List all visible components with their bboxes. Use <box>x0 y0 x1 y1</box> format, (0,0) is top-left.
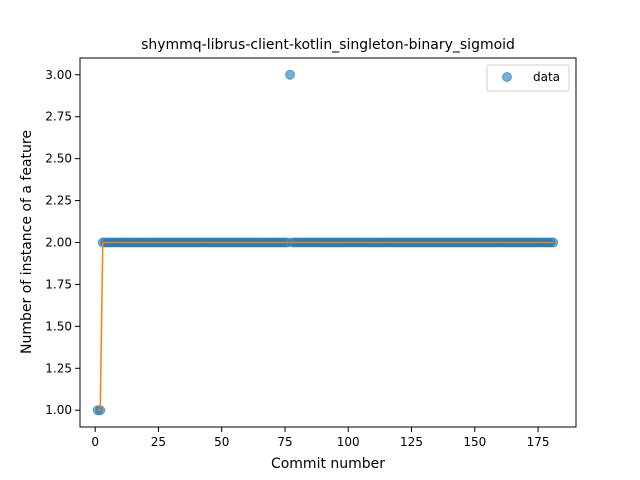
y-tick-label: 1.75 <box>45 277 72 291</box>
x-tick-label: 175 <box>527 435 550 449</box>
legend-marker-data <box>502 72 512 82</box>
data-layer <box>92 69 559 416</box>
fit-line <box>97 241 554 411</box>
y-tick-label: 1.50 <box>45 319 72 333</box>
y-tick-label: 2.25 <box>45 194 72 208</box>
legend-box <box>486 64 570 92</box>
data-point <box>285 69 296 80</box>
chart-title: shymmq-librus-client-kotlin_singleton-bi… <box>141 37 515 53</box>
y-tick-label: 3.00 <box>45 68 72 82</box>
x-tick-label: 75 <box>277 435 292 449</box>
y-tick-label: 2.75 <box>45 110 72 124</box>
x-axis-ticks: 0 25 50 75 100 125 150 175 <box>91 427 549 449</box>
x-tick-label: 50 <box>214 435 229 449</box>
x-axis-label: Commit number <box>271 456 385 472</box>
x-tick-label: 125 <box>400 435 423 449</box>
x-tick-label: 150 <box>463 435 486 449</box>
y-tick-label: 2.50 <box>45 152 72 166</box>
y-axis-ticks: 1.00 1.25 1.50 1.75 2.00 2.25 2.50 2.75 3.00 <box>45 68 80 417</box>
legend-label-data: data <box>533 70 560 84</box>
x-tick-label: 100 <box>337 435 360 449</box>
x-tick-label: 0 <box>91 435 99 449</box>
plot-area <box>79 57 577 428</box>
x-tick-label: 25 <box>151 435 166 449</box>
y-tick-label: 1.00 <box>45 403 72 417</box>
y-tick-label: 2.00 <box>45 236 72 250</box>
y-axis-label: Number of instance of a feature <box>19 130 35 354</box>
legend: data <box>486 64 570 92</box>
y-tick-label: 1.25 <box>45 361 72 375</box>
